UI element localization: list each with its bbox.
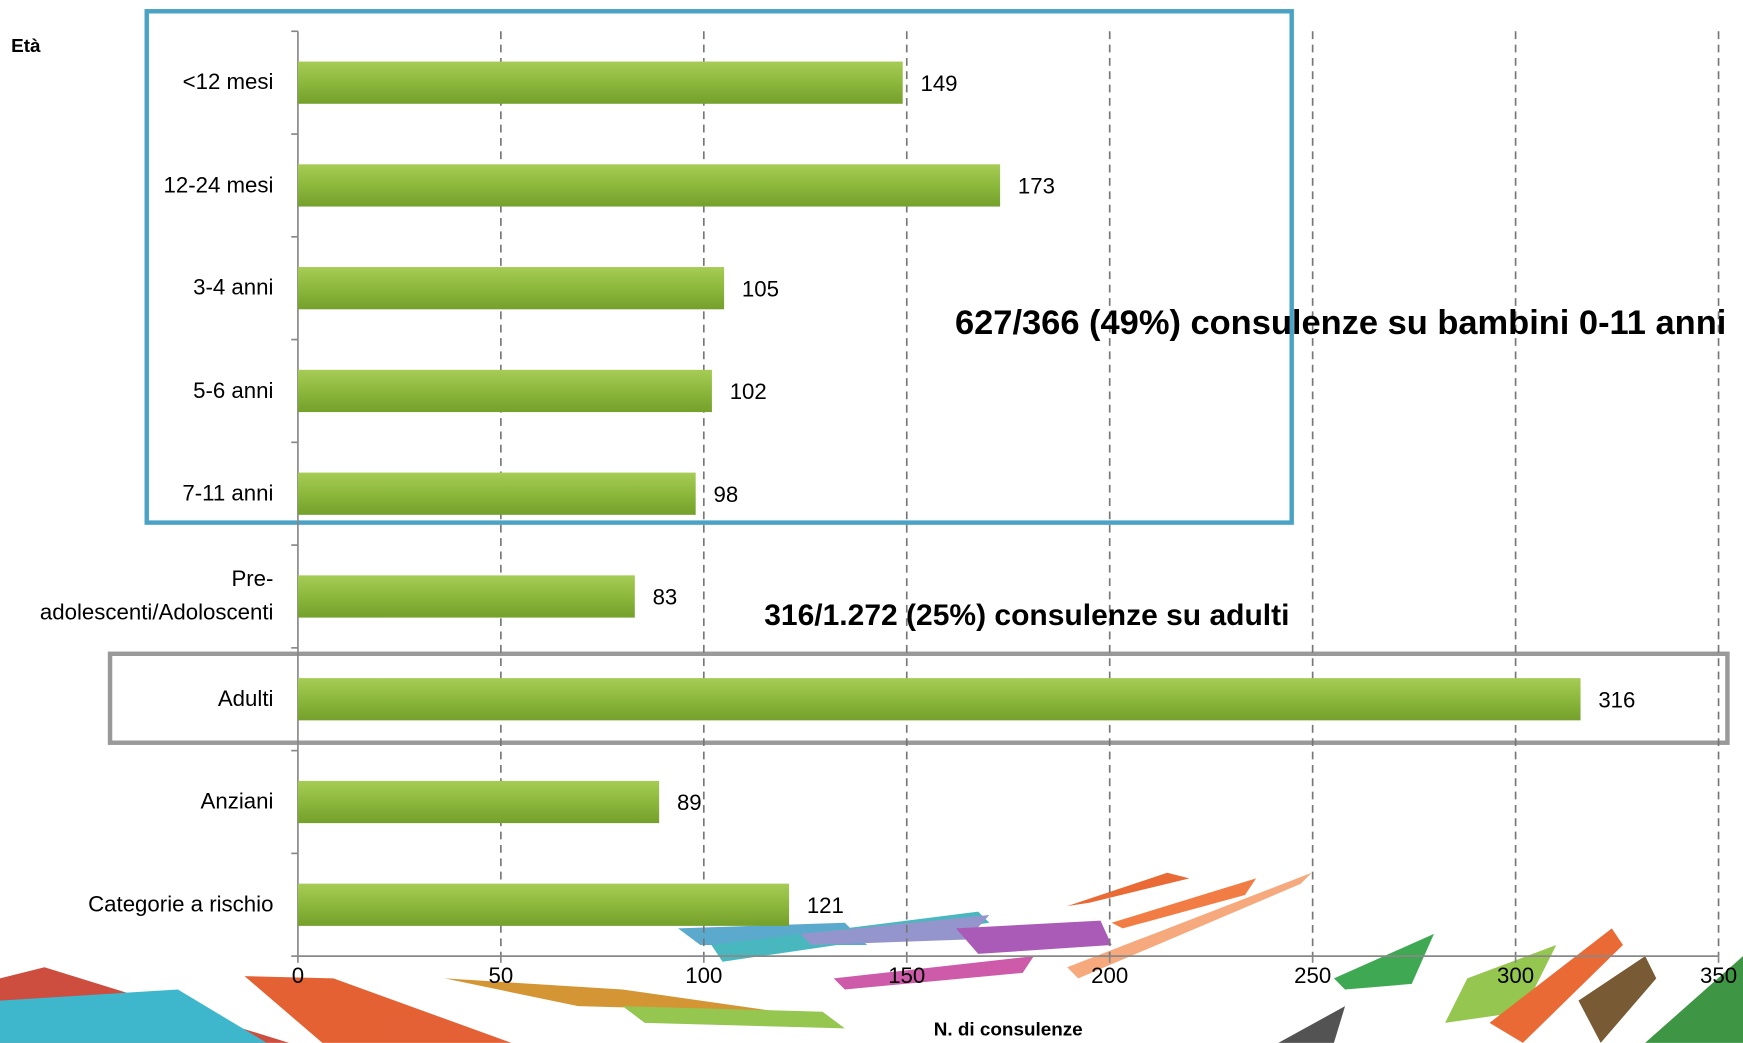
x-tick-label: 200 [1091, 963, 1128, 988]
bar [298, 781, 659, 823]
value-label: 102 [730, 379, 767, 404]
bar [298, 678, 1581, 720]
y-tick-label: Categorie a rischio [0, 855, 273, 955]
x-tick-label: 150 [888, 963, 925, 988]
y-tick-label-box: Categorie a rischio [0, 855, 273, 955]
chart: 0 50 100 150 200 250 300 350 <12 mesi 149 12-24 me… [0, 0, 1743, 1043]
bar [298, 370, 712, 412]
x-tick-label: 100 [685, 963, 722, 988]
value-label: 121 [807, 893, 844, 918]
x-axis-title: N. di consulenze [934, 1020, 1083, 1041]
bar [298, 62, 903, 104]
plot-area: 0 50 100 150 200 250 300 350 <12 mesi 149 12-24 me… [0, 31, 1737, 988]
y-tick-label-box: <12 mesi [0, 33, 273, 133]
y-axis-title: Età [11, 36, 41, 57]
value-label: 89 [677, 790, 702, 815]
bar [298, 884, 789, 926]
x-tick-label: 0 [292, 963, 304, 988]
annotation: 627/366 (49%) consulenze su bambini 0-11… [955, 304, 1726, 342]
value-label: 83 [653, 585, 678, 610]
y-tick-label-box: 12-24 mesi [0, 135, 273, 235]
y-tick-label: <12 mesi [0, 33, 273, 133]
value-label: 105 [742, 276, 779, 301]
y-tick-label-box: 7-11 anni [0, 444, 273, 544]
value-label: 149 [920, 71, 957, 96]
y-tick-label: Pre-adolescenti/Adoloscenti [0, 546, 273, 646]
y-tick-label: 5-6 anni [0, 341, 273, 441]
y-tick-label: Anziani [0, 752, 273, 852]
x-tick-label: 50 [488, 963, 513, 988]
x-tick-label: 350 [1700, 963, 1737, 988]
y-tick-label-box: Adulti [0, 649, 273, 749]
y-tick-label-box: Pre-adolescenti/Adoloscenti [0, 546, 273, 646]
y-tick-label: 7-11 anni [0, 444, 273, 544]
y-tick-label: 3-4 anni [0, 238, 273, 338]
y-tick-label-box: 3-4 anni [0, 238, 273, 338]
annotation: 316/1.272 (25%) consulenze su adulti [764, 599, 1289, 632]
bar [298, 473, 696, 515]
y-tick-label: Adulti [0, 649, 273, 749]
bar [298, 164, 1000, 206]
value-label: 173 [1018, 174, 1055, 199]
bar [298, 267, 724, 309]
y-tick-label-box: Anziani [0, 752, 273, 852]
y-tick-label: 12-24 mesi [0, 135, 273, 235]
y-tick-label-box: 5-6 anni [0, 341, 273, 441]
bar [298, 575, 635, 617]
x-tick-label: 300 [1497, 963, 1534, 988]
value-label: 316 [1598, 687, 1635, 712]
x-tick-label: 250 [1294, 963, 1331, 988]
value-label: 98 [713, 482, 738, 507]
page: {"chart_data": {"type": "hbar", "y_axis_… [0, 0, 1743, 1043]
